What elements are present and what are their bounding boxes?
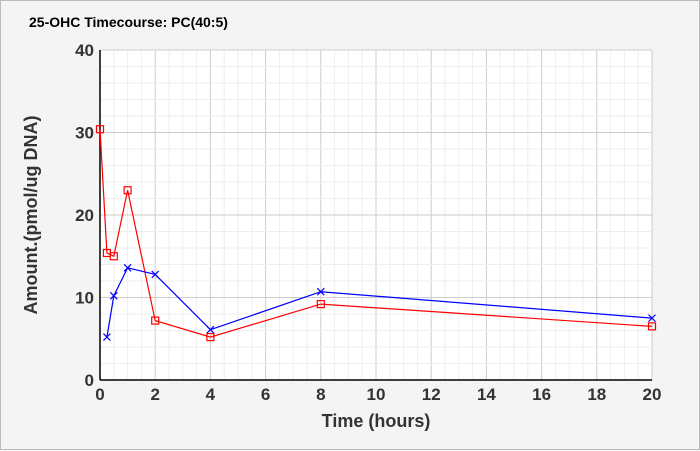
data-point-red — [95, 125, 105, 134]
data-point-blue — [316, 287, 325, 296]
data-point-red — [123, 186, 132, 195]
x-tick-label: 2 — [150, 385, 159, 404]
data-point-blue — [648, 314, 656, 323]
data-point-blue — [109, 291, 118, 300]
data-point-red — [647, 322, 657, 331]
data-point-blue — [206, 325, 215, 334]
y-tick-label: 40 — [75, 41, 94, 60]
x-tick-label: 20 — [643, 385, 662, 404]
x-tick-label: 12 — [422, 385, 441, 404]
y-tick-label: 20 — [75, 206, 94, 225]
data-point-red — [316, 300, 325, 309]
data-point-red — [206, 333, 215, 342]
series-line-red — [99, 129, 653, 338]
x-tick-label: 18 — [587, 385, 606, 404]
y-tick-label: 0 — [85, 371, 94, 390]
data-point-blue — [151, 270, 160, 279]
x-tick-label: 4 — [206, 385, 216, 404]
x-axis-label: Time (hours) — [322, 411, 431, 431]
x-tick-label: 8 — [316, 385, 325, 404]
y-axis-label: Amount.(pmol/ug DNA) — [21, 116, 41, 315]
x-tick-label: 0 — [95, 385, 104, 404]
x-tick-label: 16 — [532, 385, 551, 404]
y-tick-label: 10 — [75, 289, 94, 308]
data-point-red — [109, 252, 118, 261]
data-point-blue — [123, 263, 132, 272]
data-point-red — [151, 316, 160, 325]
chart-title: 25-OHC Timecourse: PC(40:5) — [29, 14, 228, 30]
x-tick-label: 6 — [261, 385, 270, 404]
x-tick-label: 10 — [367, 385, 386, 404]
x-tick-label: 14 — [477, 385, 496, 404]
data-point-blue — [102, 333, 111, 342]
y-tick-label: 30 — [75, 124, 94, 143]
